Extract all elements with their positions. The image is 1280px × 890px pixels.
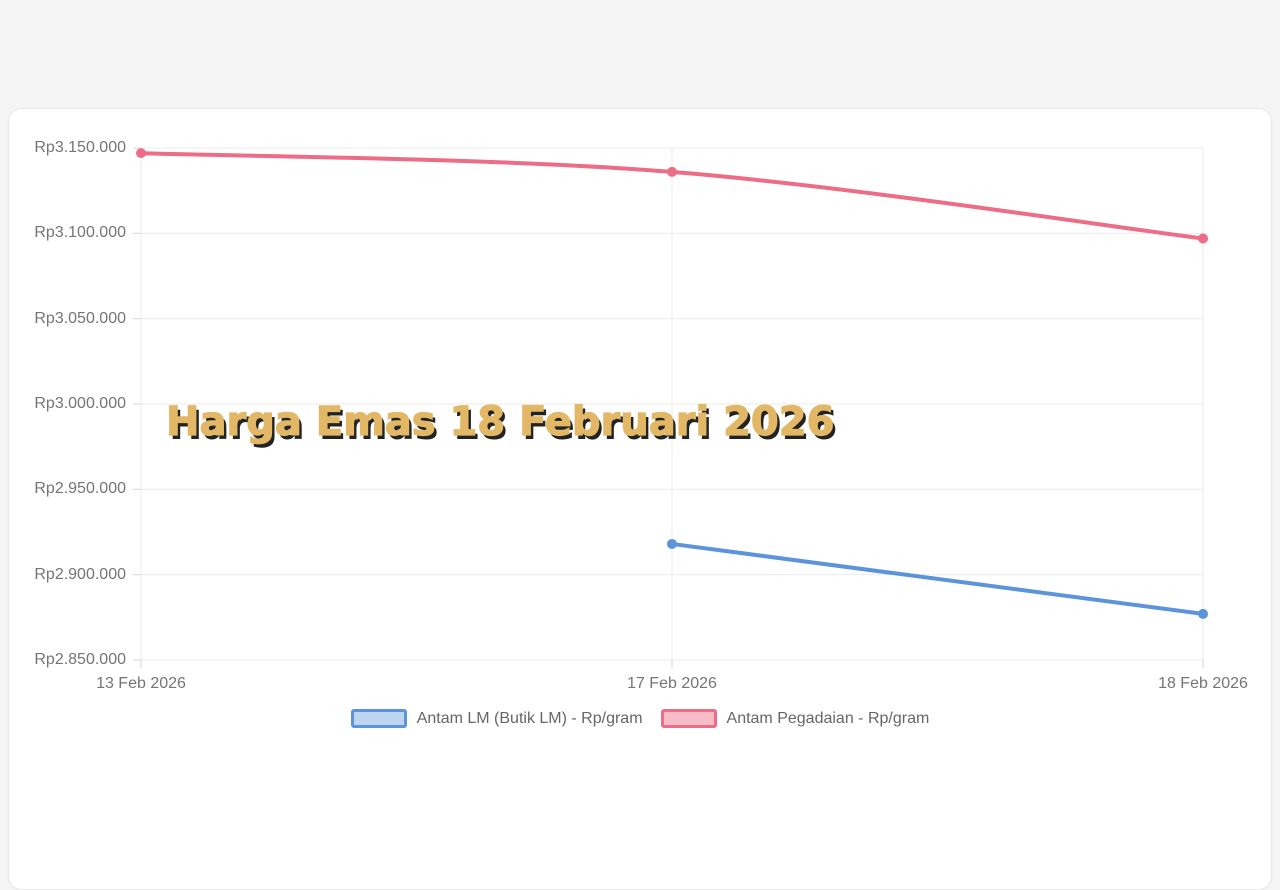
data-point bbox=[1198, 233, 1208, 244]
x-tick-label: 17 Feb 2026 bbox=[627, 675, 717, 692]
legend-swatch-icon bbox=[350, 709, 407, 728]
y-tick-label: Rp3.150.000 bbox=[34, 139, 126, 156]
data-point bbox=[667, 166, 677, 177]
legend-item[interactable]: Antam Pegadaian - Rp/gram bbox=[660, 709, 930, 728]
data-point bbox=[136, 148, 146, 159]
legend-label: Antam LM (Butik LM) - Rp/gram bbox=[416, 709, 643, 727]
y-tick-label: Rp3.100.000 bbox=[34, 224, 126, 242]
chart-card: Rp3.150.000 Rp3.100.000 Rp3.050.000 Rp3.000… bbox=[8, 108, 1272, 890]
y-tick-label: Rp2.950.000 bbox=[34, 480, 126, 498]
legend-label: Antam Pegadaian - Rp/gram bbox=[726, 709, 930, 727]
y-tick-label: Rp2.850.000 bbox=[34, 651, 126, 668]
y-tick-label: Rp3.000.000 bbox=[34, 395, 126, 412]
legend-swatch-icon bbox=[660, 709, 717, 728]
series-line bbox=[670, 541, 1205, 616]
y-tick-label: Rp3.050.000 bbox=[34, 309, 126, 327]
x-tick-label: 18 Feb 2026 bbox=[1158, 675, 1248, 692]
line-chart: Rp3.150.000 Rp3.100.000 Rp3.050.000 Rp3.000… bbox=[9, 109, 1271, 889]
data-point bbox=[1198, 608, 1208, 619]
y-tick-label: Rp2.900.000 bbox=[34, 565, 126, 583]
legend-item[interactable]: Antam LM (Butik LM) - Rp/gram bbox=[350, 709, 643, 728]
chart-canvas bbox=[133, 147, 1208, 668]
chart-legend: Antam LM (Butik LM) - Rp/gram Antam Pegad… bbox=[9, 709, 1271, 728]
x-tick-label: 13 Feb 2026 bbox=[96, 675, 186, 692]
data-point bbox=[667, 538, 677, 549]
